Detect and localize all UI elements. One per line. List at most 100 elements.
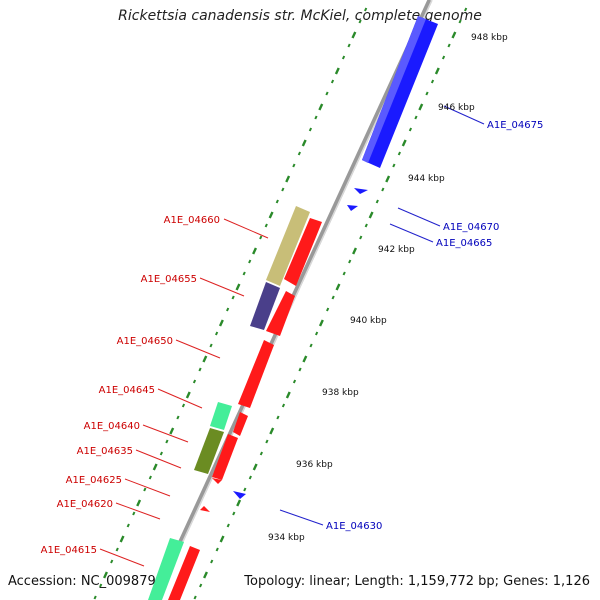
left-tick <box>209 343 213 348</box>
reverse-gene-A1E_04670[interactable] <box>354 188 368 194</box>
forward-label-leader <box>135 449 182 469</box>
left-tick <box>148 475 152 480</box>
right-tick <box>381 187 385 192</box>
left-tick <box>301 139 307 147</box>
left-tick-track <box>93 7 368 600</box>
right-tick <box>397 151 401 156</box>
right-tick <box>314 331 319 336</box>
forward-gene-label[interactable]: A1E_04655 <box>141 274 197 285</box>
left-tick <box>115 547 119 552</box>
feature-block-purple <box>250 282 280 330</box>
forward-gene-A1E_04650[interactable] <box>238 340 274 408</box>
forward-gene-A1E_04615[interactable] <box>168 546 200 600</box>
forward-gene-label[interactable]: A1E_04625 <box>66 475 122 486</box>
left-tick <box>285 175 291 183</box>
left-tick <box>259 235 263 240</box>
right-tick <box>226 523 230 528</box>
forward-label-leader <box>115 502 161 520</box>
reverse-gene-A1E_04675[interactable] <box>362 16 438 168</box>
forward-gene-label[interactable]: A1E_04645 <box>99 385 155 396</box>
kbp-label: 942 kbp <box>378 245 415 255</box>
forward-gene-A1E_04645[interactable] <box>233 412 248 436</box>
left-tick <box>143 487 147 492</box>
left-tick <box>103 571 108 579</box>
reverse-gene-label[interactable]: A1E_04675 <box>487 120 543 131</box>
left-tick <box>226 307 230 312</box>
forward-gene-label[interactable]: A1E_04650 <box>117 336 173 347</box>
left-tick <box>126 523 130 528</box>
forward-gene-label[interactable]: A1E_04660 <box>164 215 220 226</box>
forward-label-leader <box>157 388 203 409</box>
reverse-label-leader <box>443 105 485 125</box>
forward-gene-label[interactable]: A1E_04635 <box>77 446 133 457</box>
forward-gene-label[interactable]: A1E_04620 <box>57 499 113 510</box>
left-tick <box>165 439 169 444</box>
map-title: Rickettsia canadensis str. McKiel, compl… <box>118 8 482 24</box>
right-tick <box>342 271 346 276</box>
forward-gene-label[interactable]: A1E_04615 <box>41 545 97 556</box>
right-tick <box>302 355 308 363</box>
forward-gene-A1E_04640[interactable] <box>212 434 238 480</box>
kbp-label: 938 kbp <box>322 388 359 398</box>
right-tick-track <box>193 7 468 600</box>
left-tick <box>159 451 163 456</box>
right-tick <box>348 259 352 264</box>
reverse-gene-label[interactable]: A1E_04630 <box>326 521 382 532</box>
forward-label-leader <box>142 424 189 443</box>
left-tick <box>214 331 219 336</box>
reverse-gene-A1E_04630[interactable] <box>233 491 246 499</box>
right-tick <box>359 235 363 240</box>
right-tick <box>352 247 358 255</box>
reverse-label-leader <box>389 223 434 243</box>
left-tick <box>347 43 351 48</box>
right-tick <box>318 319 324 327</box>
forward-gene-A1E_04635[interactable] <box>212 478 222 484</box>
forward-gene-A1E_04660[interactable] <box>284 218 322 286</box>
kbp-label: 934 kbp <box>268 533 305 543</box>
left-tick <box>198 367 202 372</box>
forward-gene-A1E_04655[interactable] <box>266 291 295 336</box>
feature-block-olive <box>194 428 224 474</box>
left-tick <box>308 127 313 132</box>
reverse-gene-label[interactable]: A1E_04665 <box>436 238 492 249</box>
reverse-gene-A1E_04665[interactable] <box>347 205 358 211</box>
right-tick <box>464 7 468 12</box>
kbp-label: 940 kbp <box>350 316 387 326</box>
left-tick <box>264 223 268 228</box>
left-tick <box>110 559 114 564</box>
reverse-label-leader <box>279 509 324 526</box>
gene-labels: A1E_04660 A1E_04655 A1E_04650 A1E_04645 A1E_… <box>41 105 543 567</box>
forward-gene-A1E_04620[interactable] <box>200 506 210 512</box>
left-tick <box>99 583 103 588</box>
forward-label-leader <box>124 478 171 497</box>
right-tick <box>335 283 341 291</box>
right-tick <box>210 559 214 564</box>
left-tick <box>202 355 208 363</box>
left-tick <box>252 247 258 255</box>
forward-gene-label[interactable]: A1E_04640 <box>84 421 140 432</box>
left-tick <box>176 415 180 420</box>
left-tick <box>235 283 241 291</box>
right-tick <box>193 595 197 600</box>
left-tick <box>192 379 197 384</box>
right-tick <box>243 487 247 492</box>
accession-text: Accession: NC_009879 <box>8 574 156 589</box>
left-tick <box>351 31 357 39</box>
right-tick <box>368 211 374 219</box>
reverse-gene-label[interactable]: A1E_04670 <box>443 222 499 233</box>
kbp-label: 944 kbp <box>408 174 445 184</box>
left-tick <box>358 19 362 24</box>
left-tick <box>268 211 274 219</box>
right-tick <box>375 199 379 204</box>
right-tick <box>292 379 297 384</box>
right-tick <box>215 547 219 552</box>
left-tick <box>341 55 346 60</box>
right-tick <box>276 415 280 420</box>
kbp-labels: 934 kbp 936 kbp 938 kbp 940 kbp 942 kbp 944 k… <box>268 33 508 543</box>
right-tick <box>414 115 418 120</box>
reverse-label-leader <box>397 207 441 227</box>
feature-block-green-1 <box>210 402 232 430</box>
forward-label-leader <box>223 218 269 239</box>
left-tick <box>93 595 97 600</box>
